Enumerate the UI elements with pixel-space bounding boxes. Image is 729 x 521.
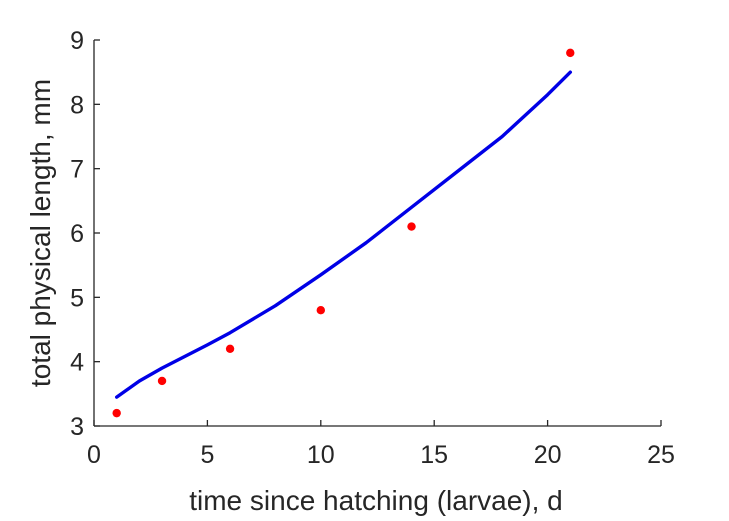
x-axis-label: time since hatching (larvae), d (189, 485, 563, 516)
x-tick-label: 10 (307, 441, 335, 469)
data-point (157, 376, 167, 386)
plot-area (112, 48, 575, 418)
fit-curve (114, 70, 572, 399)
axes: 0 5 10 15 20 25 3 4 5 6 7 8 9 (70, 27, 675, 469)
data-point (112, 408, 121, 418)
data-point (225, 344, 235, 353)
y-tick-label: 3 (70, 413, 84, 441)
data-point (316, 306, 325, 315)
x-tick-label: 25 (647, 441, 675, 469)
y-tick-label: 4 (70, 349, 84, 377)
x-tick-label: 15 (420, 441, 448, 469)
series-layer (112, 48, 575, 418)
y-tick-label: 9 (70, 27, 84, 55)
x-tick-label: 20 (534, 441, 562, 469)
x-tick-label: 5 (200, 441, 214, 469)
y-tick-label: 6 (70, 220, 84, 248)
data-point (566, 48, 575, 58)
y-tick-label: 7 (70, 156, 84, 184)
y-tick-label: 8 (70, 91, 84, 119)
data-point (407, 222, 416, 231)
x-tick-label: 0 (87, 441, 101, 469)
y-tick-label: 5 (70, 284, 84, 312)
y-axis-label: total physical length, mm (25, 79, 56, 387)
